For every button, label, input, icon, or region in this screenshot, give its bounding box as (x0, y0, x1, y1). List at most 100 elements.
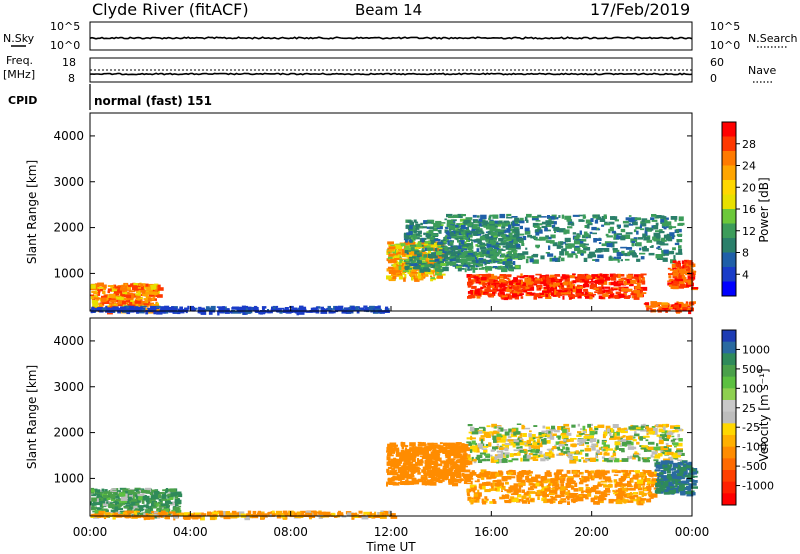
power-cell (532, 253, 539, 256)
velocity-cell (617, 499, 621, 504)
velocity-cell (139, 507, 143, 511)
velocity-cell (417, 444, 424, 447)
power-cell (674, 302, 679, 305)
power-cell (141, 305, 145, 310)
power-cell (602, 294, 609, 297)
power-cell (546, 281, 551, 283)
power-cell (403, 263, 409, 267)
power-cell (508, 281, 514, 286)
velocity-cell (463, 461, 466, 464)
velocity-cell (442, 477, 446, 480)
power-colorbar-swatch (722, 180, 736, 195)
power-cell (675, 268, 679, 272)
power-cell (625, 247, 633, 250)
velocity-cell (526, 480, 532, 483)
power-cell (683, 280, 690, 283)
power-cell (310, 307, 318, 311)
velocity-cell (491, 486, 494, 489)
power-cell (453, 246, 458, 249)
velocity-cell (323, 511, 326, 516)
power-cell (116, 289, 120, 292)
power-cell (456, 266, 462, 269)
power-cell (387, 241, 394, 245)
power-cell (433, 247, 436, 249)
power-cell (450, 245, 453, 249)
power-cell (487, 224, 490, 226)
power-cell (596, 275, 600, 279)
velocity-cell (99, 496, 106, 499)
power-cell (573, 236, 580, 240)
power-cell (467, 222, 473, 227)
power-cell (90, 284, 96, 289)
power-cell (482, 261, 488, 264)
power-cell (462, 244, 469, 247)
power-cell (663, 227, 667, 230)
power-cell (432, 236, 436, 240)
velocity-cell (406, 481, 414, 484)
power-cell (301, 309, 307, 312)
power-cell (650, 228, 654, 231)
power-cell (668, 225, 673, 230)
power-cell (404, 241, 411, 245)
velocity-cell (548, 493, 555, 496)
power-cell (217, 311, 220, 316)
velocity-cell (454, 470, 457, 474)
power-cell (589, 284, 595, 289)
power-cell (132, 285, 138, 291)
velocity-cell (104, 489, 108, 492)
power-cell (605, 292, 608, 297)
velocity-cell (94, 509, 102, 515)
velocity-cell (490, 471, 498, 476)
velocity-cell (566, 478, 570, 484)
velocity-cell (108, 513, 114, 518)
velocity-cell (436, 455, 440, 461)
power-cell (182, 308, 187, 312)
power-cell (568, 288, 571, 293)
velocity-cell (558, 501, 564, 503)
power-cell (522, 290, 528, 293)
power-cell (478, 267, 484, 270)
velocity-cell (636, 500, 639, 505)
velocity-cell (387, 443, 393, 448)
velocity-cell (145, 513, 149, 516)
velocity-cell (117, 503, 124, 506)
velocity-cell (372, 513, 375, 516)
power-cell (599, 277, 603, 281)
freq-tick-top: 18 (62, 56, 76, 69)
velocity-cell (237, 515, 240, 518)
power-cell (400, 272, 403, 277)
velocity-cell (410, 473, 414, 476)
power-cell (625, 217, 631, 221)
power-cell (653, 238, 657, 242)
power-cell (441, 254, 448, 258)
power-cell (676, 239, 683, 243)
velocity-cell (501, 476, 508, 480)
power-cell (464, 227, 468, 230)
power-cell (476, 277, 481, 281)
power-cell (519, 275, 525, 279)
velocity-cell (183, 515, 191, 520)
power-cell (667, 267, 671, 270)
power-cell (601, 243, 607, 247)
power-cell (579, 241, 584, 244)
velocity-cell (440, 469, 447, 473)
power-cell (527, 234, 533, 238)
velocity-cell (127, 496, 134, 501)
velocity-cell (388, 510, 392, 515)
velocity-cell (237, 511, 245, 516)
power-cell (474, 221, 479, 224)
velocity-cell (109, 493, 116, 499)
power-cell (469, 220, 472, 225)
velocity-cell (216, 510, 223, 514)
power-cell (496, 284, 499, 289)
power-cell (489, 250, 494, 255)
velocity-cell (540, 491, 545, 494)
power-cell (216, 306, 224, 308)
power-cell (514, 294, 521, 297)
power-cell (488, 215, 492, 219)
velocity-cell (574, 482, 578, 487)
velocity-cell (632, 474, 640, 478)
velocity-cell (614, 491, 617, 493)
velocity-cell (482, 485, 486, 490)
power-cell (143, 286, 148, 289)
